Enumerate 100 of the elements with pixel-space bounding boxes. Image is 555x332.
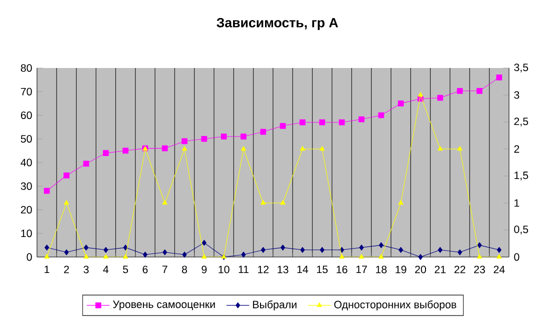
point <box>103 254 108 259</box>
point <box>398 246 404 253</box>
point <box>123 244 128 250</box>
point <box>240 134 246 140</box>
point <box>300 119 306 126</box>
x-tick-label: 12 <box>258 266 269 274</box>
y-tick-label: 10 <box>21 230 32 238</box>
x-tick-label: 2 <box>64 266 69 274</box>
point <box>260 200 266 205</box>
point <box>457 146 462 151</box>
x-tick-label: 19 <box>396 266 406 274</box>
x-tick-label: 23 <box>474 266 485 274</box>
point <box>378 112 384 118</box>
y-tick-label: 70 <box>20 88 32 96</box>
x-tick-label: 7 <box>162 266 168 274</box>
point <box>162 249 168 256</box>
point <box>64 200 70 205</box>
x-tick-label: 14 <box>297 266 308 274</box>
point <box>182 252 187 258</box>
y2-tick-label: 2,5 <box>514 118 528 126</box>
point <box>44 244 50 250</box>
point <box>162 145 168 152</box>
point <box>338 119 345 126</box>
point <box>496 254 502 259</box>
point <box>418 92 424 97</box>
y-tick-label: 40 <box>20 158 32 166</box>
y2-tick-label: 3 <box>514 91 520 99</box>
y2-tick-label: 0,5 <box>514 226 528 234</box>
point <box>44 188 50 194</box>
legend-label: Выбрали <box>253 300 296 310</box>
point <box>260 128 266 135</box>
point <box>182 138 188 144</box>
x-tick-label: 16 <box>336 266 348 274</box>
point <box>477 242 482 248</box>
x-tick-label: 11 <box>238 266 249 274</box>
point <box>241 252 246 258</box>
point <box>201 136 208 142</box>
point <box>418 254 423 260</box>
y-tick-label: 20 <box>20 206 32 214</box>
x-tick-label: 5 <box>122 266 128 274</box>
x-tick-label: 10 <box>218 266 230 274</box>
point <box>64 172 70 178</box>
chart-title: Зависимость, гр А <box>216 18 338 30</box>
point <box>319 119 326 126</box>
point <box>458 249 462 256</box>
point <box>437 94 444 101</box>
point <box>44 254 50 259</box>
point <box>260 246 266 253</box>
point <box>476 88 482 94</box>
point <box>102 150 109 156</box>
point <box>456 88 463 94</box>
point <box>122 254 128 259</box>
y-tick-label: 0 <box>26 253 32 261</box>
point <box>84 244 88 250</box>
x-tick-label: 9 <box>202 266 207 274</box>
legend-label: Уровень самооценки <box>112 300 215 310</box>
x-tick-label: 15 <box>317 266 328 274</box>
point <box>438 146 443 151</box>
legend-label: Односторонних выборов <box>334 300 456 310</box>
x-tick-label: 24 <box>494 266 505 274</box>
x-tick-label: 20 <box>415 266 426 274</box>
point <box>300 246 305 253</box>
y2-tick-label: 3,5 <box>514 64 528 72</box>
y-tick-label: 80 <box>20 64 32 72</box>
point <box>162 200 168 205</box>
x-tick-label: 8 <box>182 266 187 274</box>
point <box>378 242 384 248</box>
point <box>240 146 246 151</box>
x-tick-label: 6 <box>142 266 148 274</box>
y2-tick-label: 1,5 <box>514 172 528 180</box>
point <box>64 249 69 256</box>
point <box>122 148 128 154</box>
point <box>398 200 404 205</box>
x-tick-label: 18 <box>376 266 387 274</box>
x-tick-label: 13 <box>278 266 288 274</box>
x-tick-label: 3 <box>84 266 89 274</box>
point <box>300 146 306 151</box>
x-tick-label: 4 <box>103 266 108 274</box>
point <box>280 200 286 205</box>
point <box>476 254 482 259</box>
x-tick-label: 1 <box>44 266 50 274</box>
point <box>378 254 384 259</box>
point <box>320 146 325 151</box>
point <box>220 134 227 140</box>
y-tick-label: 50 <box>20 135 32 143</box>
y2-tick-label: 0 <box>514 253 520 261</box>
point <box>142 252 148 258</box>
point <box>438 246 442 253</box>
point <box>398 100 404 106</box>
x-tick-label: 17 <box>356 266 367 274</box>
point <box>339 254 344 259</box>
point <box>358 254 364 259</box>
y2-tick-label: 2 <box>514 145 520 153</box>
x-tick-label: 22 <box>454 266 466 274</box>
x-tick-label: 21 <box>434 266 446 274</box>
point <box>84 254 89 259</box>
y2-tick-label: 1 <box>514 199 520 207</box>
point <box>359 244 364 250</box>
y-tick-label: 60 <box>20 111 32 120</box>
point <box>202 254 207 259</box>
